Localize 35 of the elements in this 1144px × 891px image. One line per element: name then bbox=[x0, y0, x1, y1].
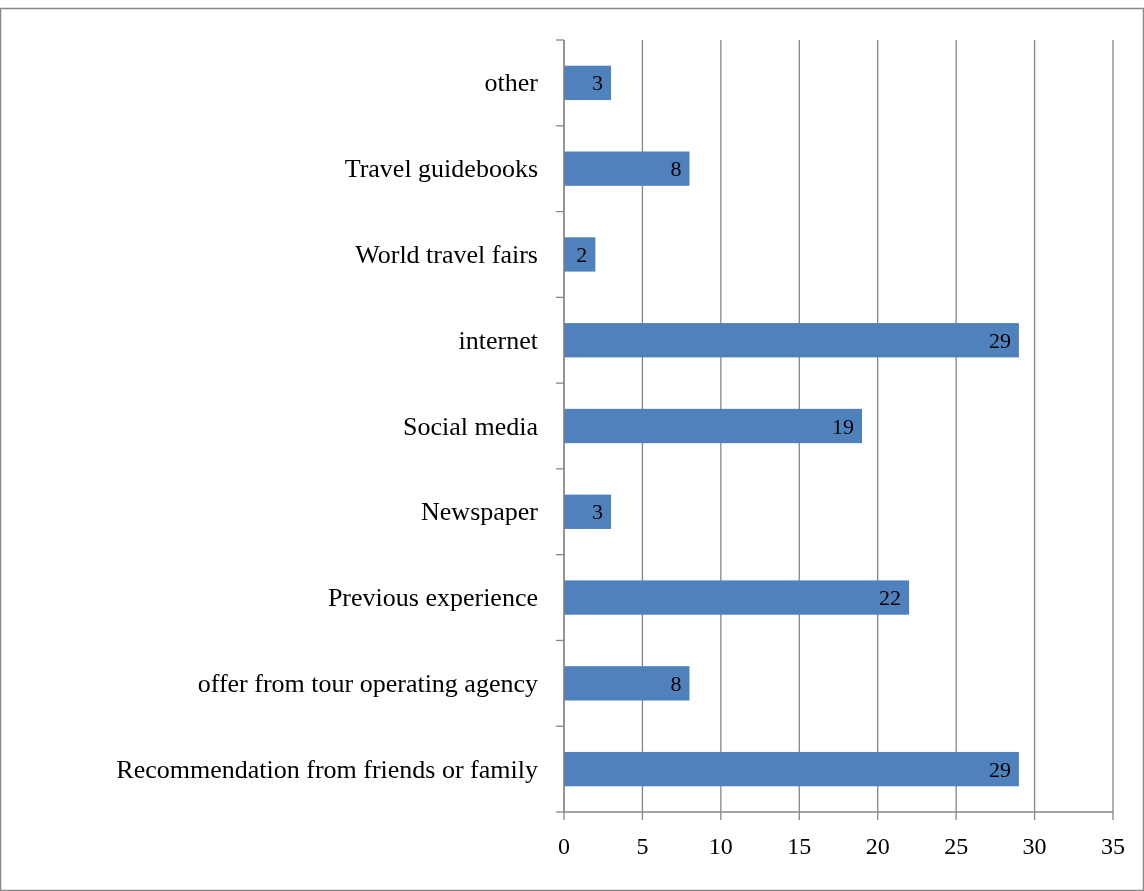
x-tick-label: 15 bbox=[787, 833, 812, 859]
bar bbox=[564, 408, 863, 444]
data-label: 2 bbox=[576, 241, 588, 267]
bar bbox=[564, 323, 1019, 358]
y-tick-label: Recommendation from friends or family bbox=[116, 754, 538, 784]
x-tick-label: 10 bbox=[708, 833, 733, 859]
data-label: 29 bbox=[988, 327, 1011, 353]
x-tick-label: 5 bbox=[636, 833, 649, 859]
y-tick-label: offer from tour operating agency bbox=[197, 668, 538, 698]
y-tick-label: other bbox=[484, 68, 539, 98]
bar bbox=[564, 65, 612, 101]
x-tick-label: 35 bbox=[1101, 833, 1125, 859]
x-tick-label: 25 bbox=[944, 833, 969, 859]
y-tick-label: Newspaper bbox=[421, 497, 539, 527]
data-label: 19 bbox=[832, 413, 855, 439]
bar bbox=[564, 751, 1019, 787]
y-tick-label: internet bbox=[458, 325, 539, 355]
data-label: 3 bbox=[592, 499, 604, 525]
data-label: 22 bbox=[879, 585, 902, 611]
x-tick-label: 30 bbox=[1022, 833, 1047, 859]
data-label: 29 bbox=[988, 756, 1011, 782]
data-label: 8 bbox=[670, 670, 682, 696]
data-label: 8 bbox=[670, 156, 682, 182]
y-tick-label: Social media bbox=[402, 411, 539, 441]
x-tick-label: 0 bbox=[558, 833, 570, 859]
bar bbox=[564, 494, 612, 529]
bar bbox=[564, 237, 596, 272]
data-label: 3 bbox=[592, 70, 604, 96]
y-tick-label: Previous experience bbox=[327, 583, 538, 613]
bar bbox=[564, 666, 690, 701]
bar bbox=[564, 580, 910, 615]
bar bbox=[564, 151, 690, 186]
x-tick-label: 20 bbox=[865, 833, 890, 859]
y-tick-label: Travel guidebooks bbox=[344, 154, 538, 184]
y-tick-label: World travel fairs bbox=[355, 239, 538, 269]
